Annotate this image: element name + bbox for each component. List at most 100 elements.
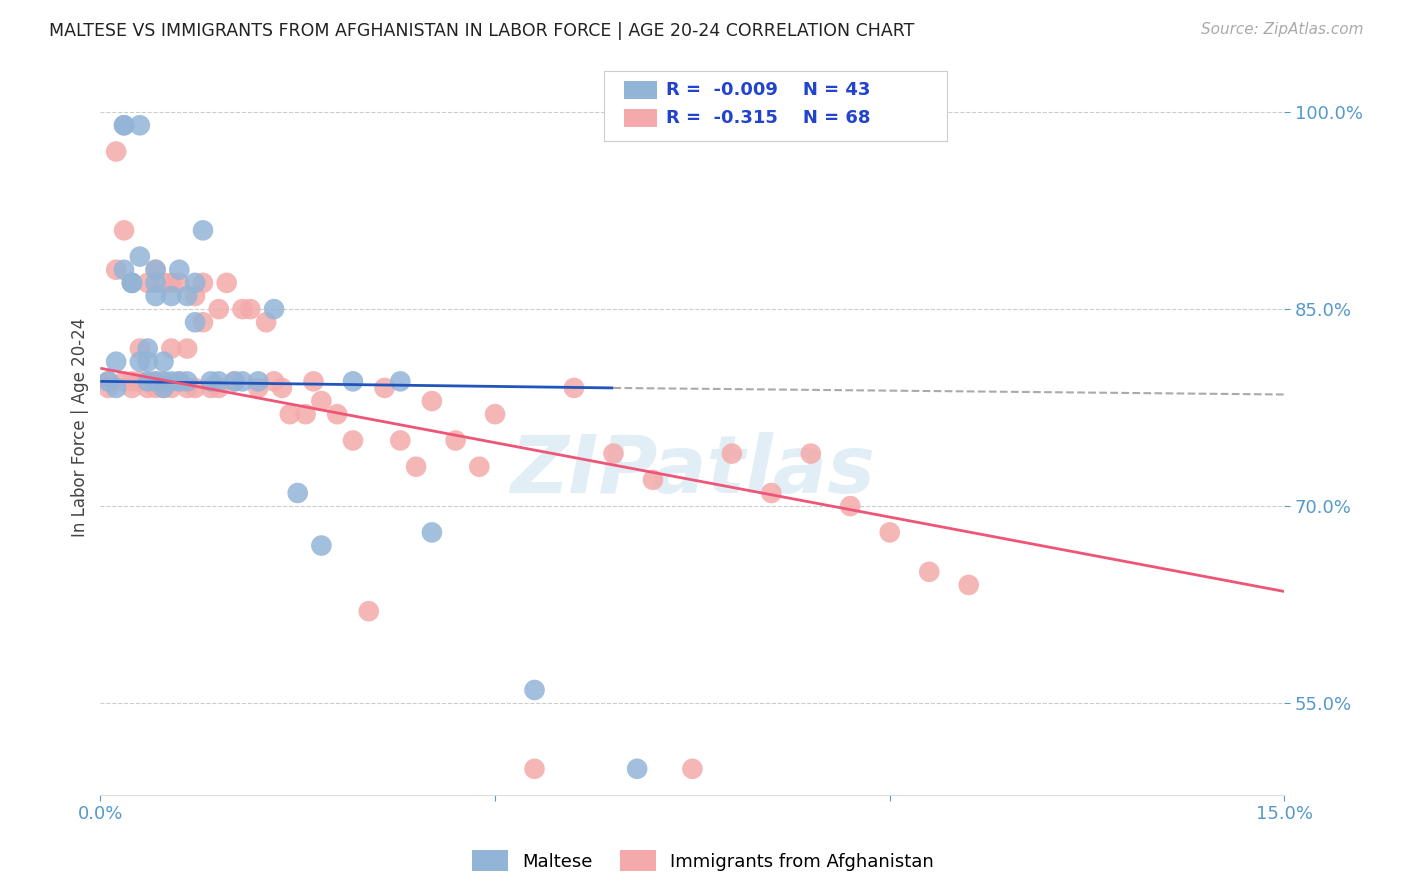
Point [247,381,270,395]
Text: R =  -0.315    N = 68: R = -0.315 N = 68 [666,109,870,127]
Point [208,375,231,389]
Point [160,276,183,290]
Point [112,118,135,132]
Point [626,762,648,776]
Point [224,375,246,389]
Point [231,302,253,317]
Point [326,407,349,421]
Point [389,434,412,448]
Point [136,342,159,356]
Point [128,354,150,368]
Point [420,525,443,540]
Point [247,375,270,389]
Text: MALTESE VS IMMIGRANTS FROM AFGHANISTAN IN LABOR FORCE | AGE 20-24 CORRELATION CH: MALTESE VS IMMIGRANTS FROM AFGHANISTAN I… [49,22,914,40]
Point [97,381,120,395]
Text: ZIPatlas: ZIPatlas [510,433,875,510]
Point [121,276,143,290]
Point [208,302,231,317]
Point [105,381,128,395]
Point [121,276,143,290]
Point [562,381,585,395]
Point [169,375,191,389]
Point [484,407,506,421]
FancyBboxPatch shape [624,80,657,99]
Text: Source: ZipAtlas.com: Source: ZipAtlas.com [1201,22,1364,37]
Point [145,375,167,389]
Point [169,262,191,277]
Point [145,375,167,389]
Point [721,447,744,461]
Point [311,394,333,409]
Point [121,381,143,395]
Point [200,375,222,389]
Point [208,381,231,395]
Point [200,381,222,395]
Point [761,486,783,500]
Point [136,381,159,395]
Point [302,375,325,389]
Point [152,354,174,368]
Point [800,447,823,461]
Point [184,315,207,329]
Point [145,276,167,290]
Point [254,315,277,329]
Point [311,539,333,553]
Point [136,276,159,290]
Point [152,375,174,389]
Point [121,375,143,389]
Point [128,250,150,264]
Point [112,118,135,132]
Point [97,375,120,389]
Point [136,375,159,389]
Point [918,565,941,579]
Point [160,381,183,395]
Point [239,302,262,317]
Point [839,499,862,513]
Point [136,354,159,368]
Point [169,375,191,389]
Point [523,683,546,698]
Point [112,262,135,277]
Point [152,381,174,395]
Point [342,434,364,448]
Point [169,276,191,290]
Point [152,375,174,389]
Point [145,289,167,303]
Point [602,447,624,461]
Point [468,459,491,474]
Point [681,762,703,776]
Point [357,604,380,618]
Point [444,434,467,448]
Point [145,262,167,277]
Point [224,375,246,389]
Point [152,381,174,395]
Point [191,315,214,329]
FancyBboxPatch shape [603,70,948,141]
Point [105,354,128,368]
Point [231,375,253,389]
Point [389,375,412,389]
Point [160,342,183,356]
Point [160,289,183,303]
Point [176,381,198,395]
Point [105,262,128,277]
Point [184,289,207,303]
Point [176,289,198,303]
Point [176,342,198,356]
Point [160,375,183,389]
Point [287,486,309,500]
Point [641,473,664,487]
Point [184,276,207,290]
Point [145,262,167,277]
Point [121,276,143,290]
FancyBboxPatch shape [624,109,657,128]
Point [420,394,443,409]
Point [191,223,214,237]
Legend: Maltese, Immigrants from Afghanistan: Maltese, Immigrants from Afghanistan [464,843,942,879]
Point [405,459,427,474]
Point [128,118,150,132]
Point [957,578,980,592]
Point [128,342,150,356]
Y-axis label: In Labor Force | Age 20-24: In Labor Force | Age 20-24 [72,318,89,537]
Point [112,375,135,389]
